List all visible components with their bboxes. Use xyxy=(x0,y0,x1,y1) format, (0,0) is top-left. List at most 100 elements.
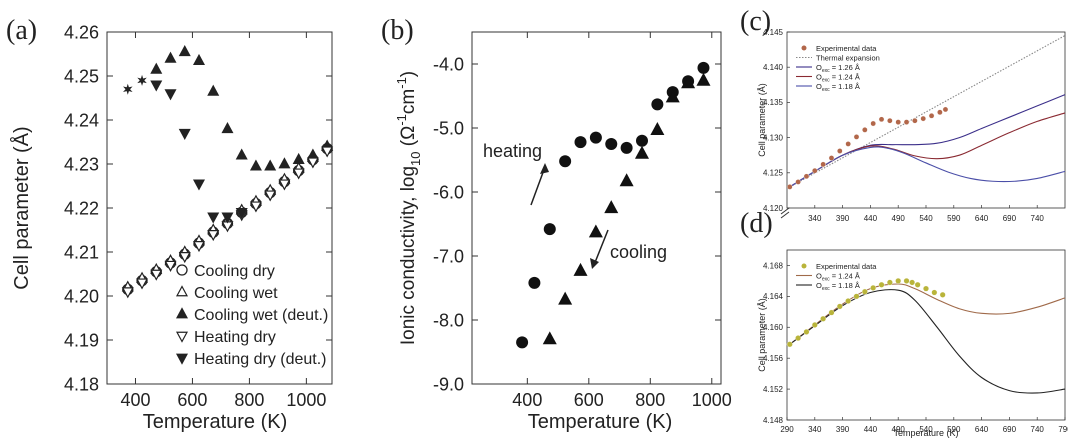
data-marks-b xyxy=(516,61,711,349)
data-point xyxy=(870,284,877,291)
data-point xyxy=(150,62,163,74)
data-point xyxy=(620,141,633,154)
y-axis-label-b-sub: 10 xyxy=(408,151,423,165)
y-axis-label-c: Cell parameter (Å) xyxy=(757,83,767,157)
x-tick-label: 790 xyxy=(1058,425,1068,434)
panel-b: 400 600 800 1000 -9.0 -8.0 -7.0 -6.0 -5.0 -4.0 Te… xyxy=(394,31,732,433)
data-point xyxy=(634,145,650,159)
y-tick-label: 4.22 xyxy=(64,198,99,218)
x-tick-label: 400 xyxy=(512,390,542,410)
data-point xyxy=(942,106,949,113)
legend-label: Oexc = 1.26 Å xyxy=(816,63,860,74)
y-tick-label: -8.0 xyxy=(433,310,464,330)
y-tick-label: -7.0 xyxy=(433,246,464,266)
data-point xyxy=(786,341,793,348)
y-tick-label: 4.18 xyxy=(64,374,99,394)
data-point xyxy=(812,167,818,174)
x-tick-label: 600 xyxy=(177,390,207,410)
y-axis-label-b: Ionic conductivity, log10 (Ω-1cm-1) xyxy=(394,71,423,345)
data-point xyxy=(795,335,802,342)
data-point xyxy=(837,148,843,154)
x-tick-label: 340 xyxy=(808,214,822,223)
y-tick-label: -9.0 xyxy=(433,374,464,394)
axis-ticks-b: 400 600 800 1000 -9.0 -8.0 -7.0 -6.0 -5.0 -4.0 xyxy=(433,32,732,410)
y-tick-label: 4.20 xyxy=(64,286,99,306)
axis-ticks-a: 400 600 800 1000 4.18 4.19 4.20 4.21 4.22 4.23 4.2… xyxy=(64,22,332,410)
data-point xyxy=(886,279,893,286)
x-tick-label: 740 xyxy=(1031,425,1045,434)
legend-label-sub: exc xyxy=(822,78,830,84)
data-point xyxy=(178,128,191,140)
x-tick-label: 640 xyxy=(975,214,989,223)
y-axis-label-d: Cell parameter (Å) xyxy=(757,298,767,372)
data-point xyxy=(605,138,618,150)
data-point xyxy=(588,224,603,238)
data-point xyxy=(164,89,177,101)
y-axis-label-b-unit: (Ω xyxy=(398,126,419,152)
data-point xyxy=(878,116,885,123)
data-point xyxy=(895,277,902,284)
panel-label-c: (c) xyxy=(740,6,771,37)
y-tick-label: 4.120 xyxy=(763,204,784,213)
legend-label: Experimental data xyxy=(816,262,877,271)
x-tick-label: 1000 xyxy=(692,390,732,410)
x-tick-label: 640 xyxy=(975,425,989,434)
data-point xyxy=(696,72,711,86)
y-axis-label-b-sup2: -1 xyxy=(394,77,409,89)
panel-label-b: (b) xyxy=(381,15,414,46)
legend-a: Cooling dry Cooling wet Cooling wet (deut.… xyxy=(175,263,328,368)
data-marks-a xyxy=(121,45,334,299)
axis-break-marks xyxy=(780,207,790,219)
data-point xyxy=(665,89,680,103)
legend-marker xyxy=(175,331,189,343)
series-line xyxy=(789,94,1066,188)
legend-label-rest: = 1.24 Å xyxy=(830,73,860,82)
annotation-arrow-cooling xyxy=(590,229,609,269)
x-tick-label: 800 xyxy=(234,390,264,410)
y-tick-label: -4.0 xyxy=(433,54,464,74)
data-point xyxy=(651,98,664,111)
x-tick-label: 590 xyxy=(947,425,961,434)
data-point xyxy=(923,285,930,292)
legend-marker xyxy=(175,307,189,319)
data-point xyxy=(137,74,147,86)
x-tick-label: 600 xyxy=(574,390,604,410)
data-point xyxy=(249,159,262,171)
legend-label: Cooling wet (deut.) xyxy=(194,307,328,324)
data-point xyxy=(870,120,876,127)
data-point xyxy=(820,315,827,322)
data-point xyxy=(853,134,860,140)
x-tick-label: 690 xyxy=(1003,425,1017,434)
data-point xyxy=(861,288,868,295)
legend-label: Cooling wet xyxy=(194,285,278,302)
series-line xyxy=(789,35,1066,188)
data-point xyxy=(278,179,291,191)
data-point xyxy=(878,281,885,288)
data-point xyxy=(574,136,587,149)
y-tick-label: 4.130 xyxy=(763,133,784,142)
x-tick-label: 540 xyxy=(919,425,933,434)
data-point xyxy=(207,230,220,242)
data-point xyxy=(558,291,573,305)
data-point xyxy=(619,173,634,187)
data-point xyxy=(650,122,665,136)
data-point xyxy=(264,190,277,202)
data-point xyxy=(192,53,206,65)
legend-label: Oexc = 1.24 Å xyxy=(816,73,860,84)
legend-marker xyxy=(175,285,189,297)
data-point xyxy=(516,336,529,349)
x-tick-label: 440 xyxy=(864,214,878,223)
annotation-arrow-heating xyxy=(530,163,549,206)
y-tick-label: 4.23 xyxy=(64,154,99,174)
legend-label: Heating dry xyxy=(194,329,276,346)
series-line xyxy=(789,146,1066,188)
legend-label: Oexc = 1.24 Å xyxy=(816,272,860,283)
data-point xyxy=(559,155,572,168)
y-tick-label: 4.156 xyxy=(763,354,784,363)
data-point xyxy=(803,173,810,180)
data-point xyxy=(828,309,835,316)
y-tick-label: 4.135 xyxy=(763,98,784,107)
